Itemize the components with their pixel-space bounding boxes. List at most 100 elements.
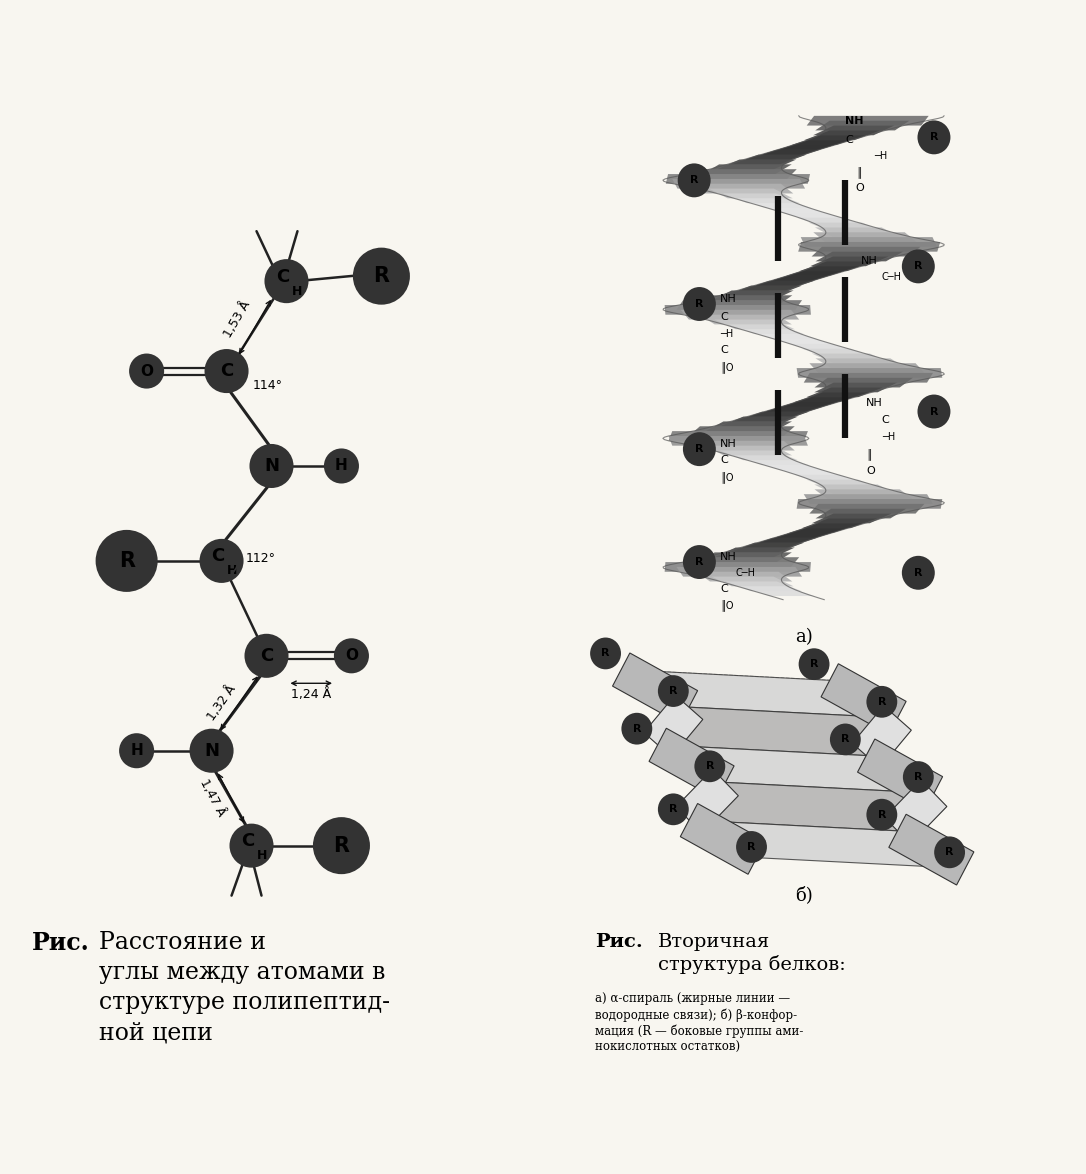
Circle shape xyxy=(659,676,687,706)
Text: R: R xyxy=(695,444,704,454)
Text: б): б) xyxy=(795,886,812,904)
Text: ║: ║ xyxy=(867,448,872,460)
Text: 1,24 Å: 1,24 Å xyxy=(291,688,331,701)
Polygon shape xyxy=(677,567,803,576)
Polygon shape xyxy=(723,194,800,203)
Text: O: O xyxy=(867,466,875,475)
Text: R: R xyxy=(877,697,886,707)
Text: C: C xyxy=(882,414,889,425)
Polygon shape xyxy=(729,324,804,335)
Text: N: N xyxy=(264,457,279,475)
Polygon shape xyxy=(746,150,820,160)
Circle shape xyxy=(904,762,933,792)
Polygon shape xyxy=(858,738,943,810)
Text: H: H xyxy=(130,743,143,758)
Polygon shape xyxy=(808,223,886,232)
Polygon shape xyxy=(758,335,832,344)
Text: O: O xyxy=(856,183,864,194)
Polygon shape xyxy=(811,513,892,524)
Polygon shape xyxy=(804,373,933,383)
Polygon shape xyxy=(711,290,794,301)
Circle shape xyxy=(902,250,934,283)
Text: ║: ║ xyxy=(856,167,861,178)
Polygon shape xyxy=(703,164,792,174)
Text: NH: NH xyxy=(867,398,883,409)
Polygon shape xyxy=(669,436,808,446)
Circle shape xyxy=(679,164,710,196)
Polygon shape xyxy=(780,470,854,480)
Polygon shape xyxy=(795,392,869,402)
Circle shape xyxy=(245,635,288,676)
Polygon shape xyxy=(658,744,934,794)
Polygon shape xyxy=(809,504,924,513)
Polygon shape xyxy=(743,538,817,547)
Polygon shape xyxy=(774,339,847,349)
Circle shape xyxy=(334,640,368,673)
Text: C: C xyxy=(720,583,728,594)
Text: H: H xyxy=(292,284,303,298)
Circle shape xyxy=(121,734,153,768)
Polygon shape xyxy=(715,319,795,329)
Polygon shape xyxy=(672,178,805,189)
Text: R: R xyxy=(810,659,819,669)
Text: ─H: ─H xyxy=(720,329,733,338)
Text: 1,32 Å: 1,32 Å xyxy=(205,683,238,723)
Circle shape xyxy=(919,121,949,154)
Text: R: R xyxy=(930,133,938,142)
Text: NH: NH xyxy=(861,256,877,266)
Polygon shape xyxy=(741,281,814,290)
Polygon shape xyxy=(681,310,799,319)
Polygon shape xyxy=(753,203,825,212)
Text: ║O: ║O xyxy=(720,362,734,373)
Polygon shape xyxy=(693,184,793,194)
Polygon shape xyxy=(788,524,862,533)
Polygon shape xyxy=(888,815,974,885)
Circle shape xyxy=(265,261,307,302)
Text: R: R xyxy=(914,568,923,578)
Polygon shape xyxy=(685,169,797,178)
Polygon shape xyxy=(669,431,808,440)
Polygon shape xyxy=(734,412,809,421)
Polygon shape xyxy=(729,542,804,553)
Circle shape xyxy=(130,355,163,387)
Text: R: R xyxy=(914,772,923,782)
Polygon shape xyxy=(743,329,817,339)
Text: C: C xyxy=(219,362,233,380)
Polygon shape xyxy=(665,562,811,572)
Polygon shape xyxy=(795,474,869,485)
Polygon shape xyxy=(805,130,880,140)
Text: ─H: ─H xyxy=(882,432,895,443)
Text: NH: NH xyxy=(720,552,737,561)
Polygon shape xyxy=(749,460,823,470)
Polygon shape xyxy=(725,581,801,592)
Circle shape xyxy=(591,639,620,668)
Circle shape xyxy=(935,837,964,868)
Polygon shape xyxy=(798,242,940,251)
Polygon shape xyxy=(717,160,796,169)
Polygon shape xyxy=(677,301,803,310)
Polygon shape xyxy=(814,490,913,499)
Polygon shape xyxy=(853,706,911,768)
Polygon shape xyxy=(720,451,798,460)
Polygon shape xyxy=(788,344,862,353)
Polygon shape xyxy=(804,494,933,504)
Circle shape xyxy=(205,350,248,392)
Circle shape xyxy=(325,450,358,483)
Text: R: R xyxy=(632,723,641,734)
Text: NH: NH xyxy=(720,439,737,448)
Polygon shape xyxy=(658,707,897,756)
Polygon shape xyxy=(811,247,920,256)
Polygon shape xyxy=(792,135,866,144)
Text: O: O xyxy=(140,364,153,378)
Polygon shape xyxy=(814,378,913,387)
Text: C: C xyxy=(845,135,854,146)
Polygon shape xyxy=(756,276,829,285)
Text: R: R xyxy=(695,299,704,309)
Circle shape xyxy=(684,546,715,578)
Polygon shape xyxy=(681,558,799,567)
Polygon shape xyxy=(720,417,798,426)
Text: R: R xyxy=(669,686,678,696)
Text: R: R xyxy=(945,848,954,857)
Text: ║O: ║O xyxy=(720,471,734,483)
Polygon shape xyxy=(731,155,807,164)
